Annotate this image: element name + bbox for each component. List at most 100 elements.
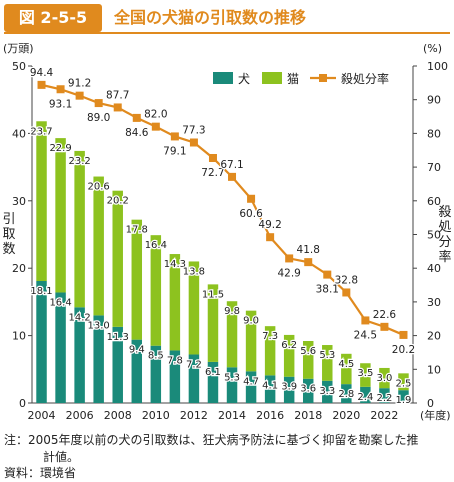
cat-value-label: 23.2 <box>68 156 90 167</box>
rate-value-label: 20.2 <box>392 344 415 356</box>
rate-value-label: 87.7 <box>106 89 129 101</box>
x-tick-label: 2012 <box>180 409 208 422</box>
y-right-tick-label: 90 <box>427 94 441 107</box>
cat-value-label: 5.3 <box>319 350 335 361</box>
bar-cat <box>93 176 104 316</box>
bar-dog <box>245 371 257 403</box>
cat-value-label: 14.3 <box>164 259 186 270</box>
cat-value-label: 9.0 <box>243 316 259 327</box>
rate-marker <box>266 233 275 242</box>
bar-dog <box>379 388 390 403</box>
rate-value-label: 22.6 <box>373 309 397 321</box>
dog-value-label: 18.1 <box>30 286 52 297</box>
rate-value-label: 84.6 <box>125 127 149 139</box>
figure-header: 図 2-5-5 全国の犬猫の引取数の推移 <box>4 4 450 32</box>
bar-dog <box>169 350 181 403</box>
footnote-line-2: 計値。 <box>43 450 80 464</box>
y-right-axis-label-char: 処 <box>438 220 451 235</box>
bar-dog <box>398 390 409 403</box>
rate-marker <box>75 91 84 100</box>
bar-cat <box>188 261 200 355</box>
rate-marker <box>228 172 237 181</box>
bar-dog <box>93 315 104 403</box>
rate-marker <box>342 288 351 297</box>
rate-value-label: 91.2 <box>68 78 91 90</box>
x-unit-label: (年度) <box>420 408 451 422</box>
cat-value-label: 2.5 <box>396 378 412 389</box>
rate-marker <box>285 254 294 263</box>
bar-dog <box>150 345 162 403</box>
dog-value-label: 3.9 <box>281 382 297 393</box>
cat-value-label: 7.3 <box>262 331 278 342</box>
rate-value-label: 32.8 <box>335 274 358 286</box>
bar-cat <box>226 301 238 368</box>
rate-value-label: 89.0 <box>87 112 110 124</box>
cat-value-label: 4.5 <box>338 359 354 370</box>
bar-dog <box>302 378 314 403</box>
y-right-tick-label: 10 <box>427 363 441 376</box>
y-left-tick-label: 30 <box>12 195 26 208</box>
bar-cat <box>150 235 162 346</box>
y-right-tick-label: 50 <box>427 229 441 242</box>
dog-value-label: 7.2 <box>186 359 202 370</box>
bar-dog <box>112 326 123 403</box>
x-tick-label: 2016 <box>256 409 284 422</box>
bar-cat <box>36 121 47 282</box>
y-left-tick-label: 0 <box>19 397 26 410</box>
x-tick-label: 2018 <box>294 409 322 422</box>
bar-cat <box>379 367 390 389</box>
bar-cat <box>55 138 66 293</box>
x-tick-label: 2004 <box>28 409 56 422</box>
bar-cat <box>112 190 123 327</box>
rate-marker <box>94 99 103 108</box>
y-left-unit: (万頭) <box>3 42 34 55</box>
dog-value-label: 3.3 <box>319 386 335 397</box>
figure-number-badge: 図 2-5-5 <box>4 4 102 32</box>
header-rule <box>4 32 450 34</box>
rate-value-label: 38.1 <box>316 284 339 296</box>
y-right-axis-label-char: 率 <box>438 249 451 265</box>
bar-cat <box>283 334 295 377</box>
y-left-axis-label-char: 数 <box>2 242 15 257</box>
rate-value-label: 94.4 <box>30 67 54 79</box>
rate-marker <box>56 85 65 94</box>
bar-dog <box>131 339 143 403</box>
rate-value-label: 72.7 <box>201 167 224 179</box>
cat-value-label: 20.6 <box>88 182 110 193</box>
dog-value-label: 2.4 <box>357 392 373 403</box>
bar-dog <box>283 376 295 403</box>
cat-value-label: 3.0 <box>376 373 392 384</box>
bar-dog <box>36 281 47 403</box>
cat-value-label: 13.8 <box>183 266 205 277</box>
cat-value-label: 3.5 <box>357 368 373 379</box>
bar-dog <box>226 367 238 403</box>
dog-value-label: 8.5 <box>148 351 164 362</box>
rate-value-label: 93.1 <box>49 98 72 110</box>
bar-dog <box>74 307 85 403</box>
bar-cat <box>169 254 181 351</box>
cat-value-label: 17.8 <box>126 225 148 236</box>
rate-marker <box>304 258 313 267</box>
x-tick-label: 2008 <box>104 409 132 422</box>
rate-marker <box>208 154 217 163</box>
bar-cat <box>264 326 276 376</box>
rate-marker <box>189 138 198 147</box>
y-right-unit: (%) <box>423 42 442 55</box>
x-tick-label: 2006 <box>66 409 94 422</box>
bar-cat <box>322 345 333 381</box>
y-left-tick-label: 20 <box>12 262 26 275</box>
y-right-tick-label: 70 <box>427 161 441 174</box>
rate-value-label: 24.5 <box>354 329 377 341</box>
bar-cat <box>131 219 143 340</box>
y-left-axis-label-char: 取 <box>2 227 15 242</box>
rate-value-label: 77.3 <box>182 124 205 136</box>
dog-value-label: 16.4 <box>49 297 71 308</box>
rate-value-label: 67.1 <box>220 159 243 171</box>
dog-value-label: 5.3 <box>224 372 240 383</box>
y-right-tick-label: 80 <box>427 127 441 140</box>
legend-rate-label: 殺処分率 <box>341 71 389 86</box>
rate-value-label: 60.6 <box>239 208 263 220</box>
dog-value-label: 13.0 <box>88 320 110 331</box>
rate-marker <box>399 330 408 339</box>
rate-value-label: 49.2 <box>258 219 281 231</box>
